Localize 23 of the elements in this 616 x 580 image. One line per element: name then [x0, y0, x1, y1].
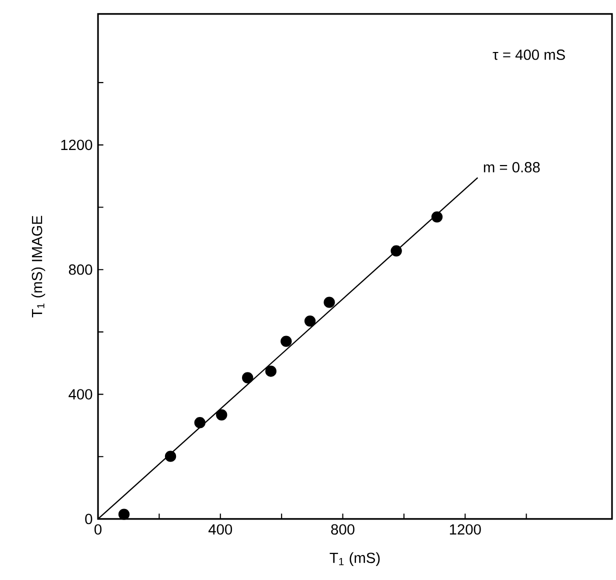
- annotation: m = 0.88: [484, 162, 540, 172]
- x-axis-title: T$_{1}$ (mS): [330, 552, 380, 566]
- x-tick-label: 800: [331, 524, 354, 535]
- point: [304, 315, 316, 327]
- point: [390, 245, 402, 256]
- x-tick-label: 0: [94, 524, 102, 535]
- point: [431, 211, 443, 223]
- point: [164, 450, 176, 462]
- point: [242, 372, 254, 384]
- point: [265, 366, 276, 377]
- y-tick-label: 0: [85, 514, 92, 524]
- point: [324, 296, 335, 308]
- point: [118, 508, 130, 520]
- y-tick-label: 800: [68, 264, 92, 275]
- point: [216, 409, 228, 420]
- annotation: τ = 400 mS: [492, 50, 565, 60]
- y-tick-label: 1200: [61, 140, 92, 150]
- y-tick-label: 400: [68, 389, 92, 400]
- y-axis-title: T$_{1}$ (mS) IMAGE: [31, 216, 46, 318]
- point: [280, 336, 292, 347]
- point: [194, 417, 206, 428]
- x-tick-label: 1200: [450, 524, 481, 535]
- x-tick-label: 400: [208, 524, 232, 535]
